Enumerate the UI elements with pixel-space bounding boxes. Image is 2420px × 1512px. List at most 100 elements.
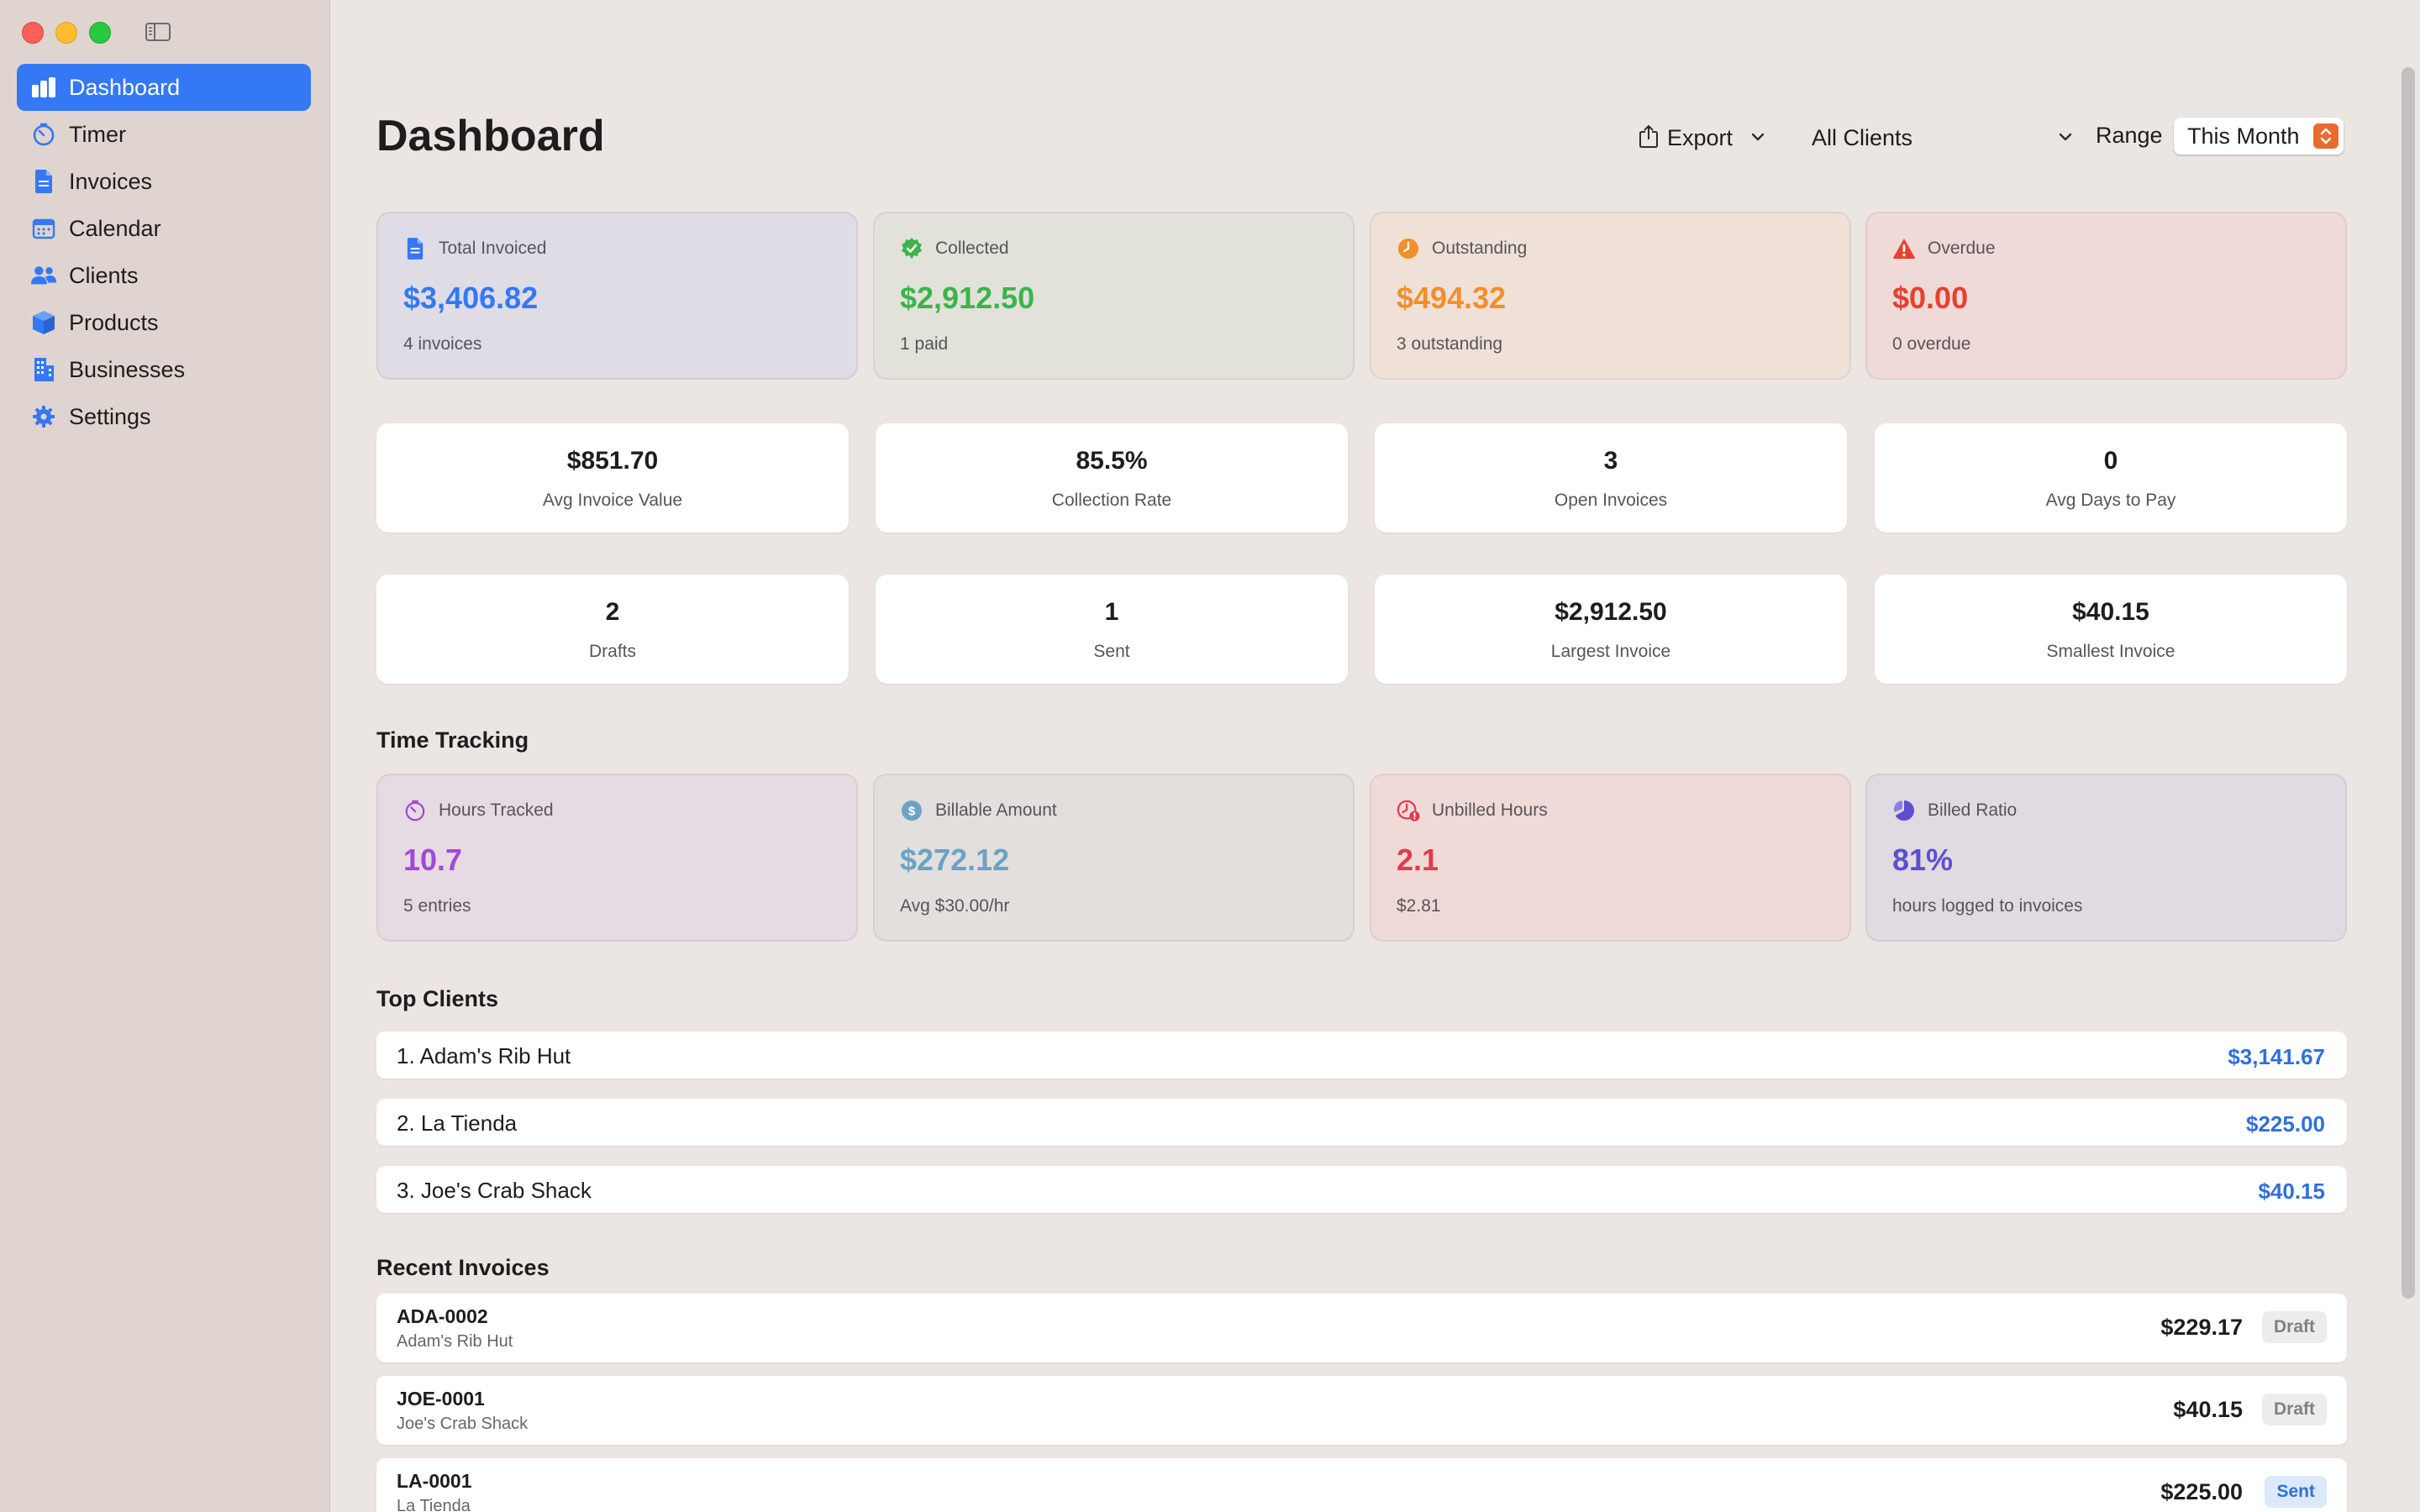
updown-chevron-icon [2313, 123, 2338, 149]
timer-icon [30, 121, 57, 148]
collection-rate-card: 85.5% Collection Rate [876, 423, 1348, 533]
sidebar-item-label: Calendar [69, 215, 161, 241]
sidebar-item-label: Businesses [69, 356, 186, 382]
range-value: This Month [2187, 123, 2300, 149]
invoice-amount: $225.00 [2160, 1479, 2243, 1504]
vertical-scrollbar[interactable] [2402, 67, 2415, 1299]
minimize-window-button[interactable] [55, 22, 77, 44]
client-amount: $3,141.67 [2228, 1044, 2325, 1069]
sidebar-nav: Dashboard Timer Invoices Calendar [17, 64, 311, 440]
card-label: Outstanding [1432, 239, 1528, 258]
billable-amount-card: $ Billable Amount $272.12 Avg $30.00/hr [873, 774, 1355, 942]
metric-value: 1 [1104, 598, 1119, 626]
sidebar-item-label: Dashboard [69, 74, 181, 100]
warning-triangle-icon [1892, 237, 1916, 260]
metric-label: Open Invoices [1554, 491, 1668, 510]
card-label: Overdue [1928, 239, 1996, 258]
sidebar-item-businesses[interactable]: Businesses [17, 346, 311, 393]
metric-value: 2 [605, 598, 620, 626]
range-select[interactable]: This Month [2174, 118, 2344, 155]
collected-card: Collected $2,912.50 1 paid [873, 212, 1355, 380]
sidebar-item-calendar[interactable]: Calendar [17, 205, 311, 252]
card-value: $0.00 [1892, 281, 1969, 315]
checkmark-seal-icon [900, 237, 923, 260]
invoice-row[interactable]: LA-0001 La Tienda $225.00 Sent [376, 1458, 2347, 1512]
card-sub: 3 outstanding [1397, 334, 1503, 354]
card-sub: 0 overdue [1892, 334, 1971, 354]
client-filter-select[interactable]: All Clients [1812, 119, 2072, 156]
chevron-down-icon[interactable] [1751, 130, 1765, 145]
card-sub: $2.81 [1397, 896, 1441, 916]
metric-label: Drafts [588, 642, 636, 661]
card-value: $3,406.82 [403, 281, 539, 315]
card-sub: 5 entries [403, 896, 471, 916]
card-label: Unbilled Hours [1432, 801, 1548, 820]
metric-label: Largest Invoice [1550, 642, 1671, 661]
sidebar-item-settings[interactable]: Settings [17, 393, 311, 440]
status-badge: Sent [2265, 1476, 2327, 1508]
dashboard-chart-icon [30, 74, 57, 101]
sent-card: 1 Sent [876, 575, 1348, 684]
client-amount: $40.15 [2258, 1179, 2325, 1204]
gear-icon [30, 403, 57, 430]
timer-icon [403, 799, 427, 822]
recent-invoices-heading: Recent Invoices [376, 1255, 550, 1280]
invoice-client: Adam's Rib Hut [397, 1332, 513, 1351]
open-invoices-card: 3 Open Invoices [1375, 423, 1847, 533]
card-sub: 4 invoices [403, 334, 482, 354]
box-icon [30, 309, 57, 336]
unbilled-hours-card: Unbilled Hours 2.1 $2.81 [1370, 774, 1851, 942]
metric-label: Collection Rate [1051, 491, 1172, 510]
client-row[interactable]: 1. Adam's Rib Hut $3,141.67 [376, 1032, 2347, 1079]
metric-label: Smallest Invoice [2046, 642, 2175, 661]
sidebar-item-timer[interactable]: Timer [17, 111, 311, 158]
card-label: Billable Amount [935, 801, 1057, 820]
page-title: Dashboard [376, 112, 605, 160]
card-sub: hours logged to invoices [1892, 896, 2083, 916]
people-icon [30, 262, 57, 289]
avg-days-to-pay-card: 0 Avg Days to Pay [1875, 423, 2347, 533]
card-label: Collected [935, 239, 1009, 258]
client-name: 2. La Tienda [397, 1110, 518, 1136]
card-sub: 1 paid [900, 334, 949, 354]
export-button[interactable]: Export [1639, 119, 1765, 156]
building-icon [30, 356, 57, 383]
sidebar-item-label: Settings [69, 403, 151, 429]
close-window-button[interactable] [22, 22, 44, 44]
card-label: Total Invoiced [439, 239, 547, 258]
time-tracking-heading: Time Tracking [376, 727, 529, 753]
metric-label: Avg Days to Pay [2045, 491, 2176, 510]
client-row[interactable]: 3. Joe's Crab Shack $40.15 [376, 1166, 2347, 1213]
client-row[interactable]: 2. La Tienda $225.00 [376, 1099, 2347, 1146]
metric-label: Avg Invoice Value [542, 491, 683, 510]
sidebar-item-clients[interactable]: Clients [17, 252, 311, 299]
card-label: Hours Tracked [439, 801, 554, 820]
zoom-window-button[interactable] [89, 22, 111, 44]
card-sub: Avg $30.00/hr [900, 896, 1010, 916]
sidebar-item-label: Products [69, 309, 159, 335]
invoice-row[interactable]: ADA-0002 Adam's Rib Hut $229.17 Draft [376, 1294, 2347, 1362]
metric-value: $851.70 [566, 447, 659, 475]
overdue-card: Overdue $0.00 0 overdue [1865, 212, 2347, 380]
card-value: $272.12 [900, 843, 1010, 877]
client-name: 3. Joe's Crab Shack [397, 1178, 592, 1203]
sidebar-toggle-icon[interactable] [145, 22, 171, 42]
invoice-number: JOE-0001 [397, 1388, 485, 1410]
card-value: 2.1 [1397, 843, 1439, 877]
sidebar-item-label: Timer [69, 121, 126, 147]
metric-value: 85.5% [1076, 447, 1148, 475]
invoice-row[interactable]: JOE-0001 Joe's Crab Shack $40.15 Draft [376, 1376, 2347, 1445]
document-icon [403, 237, 427, 260]
invoice-amount: $229.17 [2160, 1315, 2243, 1340]
sidebar-item-products[interactable]: Products [17, 299, 311, 346]
dollar-circle-icon: $ [900, 799, 923, 822]
sidebar-item-label: Clients [69, 262, 139, 288]
sidebar-item-label: Invoices [69, 168, 153, 194]
invoice-client: Joe's Crab Shack [397, 1415, 529, 1433]
calendar-icon [30, 215, 57, 242]
invoice-amount: $40.15 [2173, 1397, 2243, 1422]
status-badge: Draft [2261, 1311, 2327, 1343]
sidebar-item-dashboard[interactable]: Dashboard [17, 64, 311, 111]
sidebar-item-invoices[interactable]: Invoices [17, 158, 311, 205]
